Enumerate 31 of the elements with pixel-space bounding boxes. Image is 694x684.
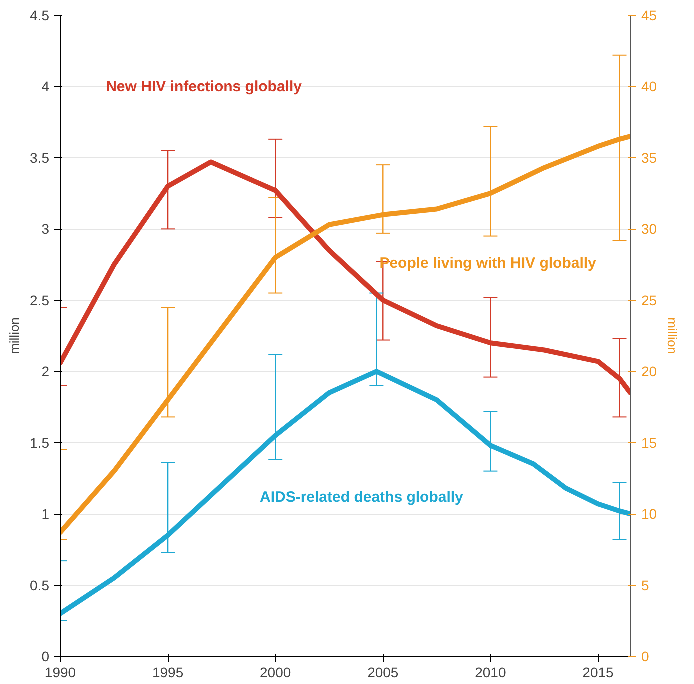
y-tick-label: 3.5 — [30, 150, 50, 166]
y-tick-label: 0 — [42, 648, 50, 664]
y-tick-label: 0.5 — [30, 577, 50, 594]
text: New HIV infections globally — [106, 78, 303, 96]
y2-tick-label: 20 — [642, 364, 658, 380]
y2-tick-label: 30 — [642, 221, 658, 238]
y2-tick-label: 45 — [642, 8, 658, 24]
y2-tick-label: 40 — [642, 78, 658, 95]
y2-tick-label: 35 — [642, 150, 658, 166]
y-tick-label: 3 — [42, 221, 50, 238]
y-tick-label: 1.5 — [30, 434, 50, 451]
y2-tick-label: 5 — [642, 577, 650, 594]
y-tick-label: 2.5 — [30, 292, 50, 308]
y-axis-title: million — [7, 318, 22, 354]
y-tick-label: 1 — [42, 506, 50, 522]
y2-tick-label: 15 — [642, 434, 658, 451]
y2-axis-title: million — [665, 318, 680, 354]
x-tick-label: 2000 — [260, 664, 292, 680]
x-tick-label: 2005 — [368, 664, 399, 680]
y-tick-label: 2 — [42, 364, 50, 380]
y2-tick-label: 0 — [642, 648, 650, 664]
x-tick-label: 1990 — [44, 664, 76, 680]
series-label: AIDS-related deaths globally — [260, 488, 464, 506]
y-tick-label: 4 — [42, 78, 50, 95]
x-tick-label: 1995 — [152, 664, 184, 680]
x-tick-label: 2010 — [475, 664, 506, 680]
y2-tick-label: 10 — [642, 506, 658, 522]
text: People living with HIV globally — [380, 254, 598, 272]
y-tick-label: 4.5 — [30, 8, 50, 24]
y2-tick-label: 25 — [642, 292, 658, 308]
x-tick-label: 2015 — [582, 664, 614, 680]
